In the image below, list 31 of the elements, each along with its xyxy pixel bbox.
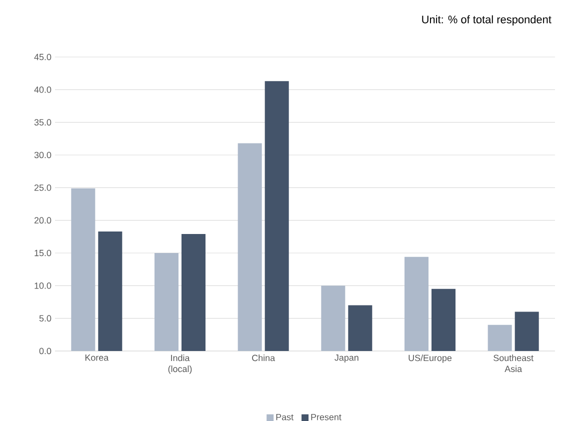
x-tick-label: Japan <box>334 354 358 363</box>
bar <box>238 143 262 351</box>
bar <box>98 231 122 351</box>
y-tick-label: 30.0 <box>34 152 52 158</box>
bar <box>488 324 512 351</box>
y-tick-label: 25.0 <box>34 184 52 191</box>
bar <box>154 253 179 351</box>
legend-label: Past <box>276 414 294 420</box>
y-tick-label: 45.0 <box>34 54 52 60</box>
y-tick-label: 15.0 <box>34 250 52 256</box>
bar <box>264 81 289 351</box>
bar <box>71 188 96 351</box>
bar <box>514 312 539 351</box>
y-tick-label: 10.0 <box>34 282 52 289</box>
y-tick-label: 20.0 <box>34 217 52 224</box>
legend-label: Present <box>311 414 342 420</box>
bar <box>182 234 206 351</box>
x-tick-label: China <box>252 354 276 362</box>
y-tick-label: 40.0 <box>34 86 52 93</box>
y-tick-label: 35.0 <box>34 119 52 126</box>
x-tick-label: Korea <box>85 354 109 361</box>
bar <box>432 288 456 351</box>
x-tick-label: India (local) <box>168 354 192 374</box>
bar <box>404 256 429 351</box>
bar <box>348 305 372 351</box>
y-tick-label: 5.0 <box>39 315 52 322</box>
chart-title: Unit: % of total respondent <box>422 15 552 26</box>
x-tick-label: US/Europe <box>408 354 452 363</box>
y-tick-label: 0.0 <box>39 348 52 354</box>
x-tick-label: Southeast Asia <box>494 354 534 372</box>
bar <box>321 286 346 351</box>
